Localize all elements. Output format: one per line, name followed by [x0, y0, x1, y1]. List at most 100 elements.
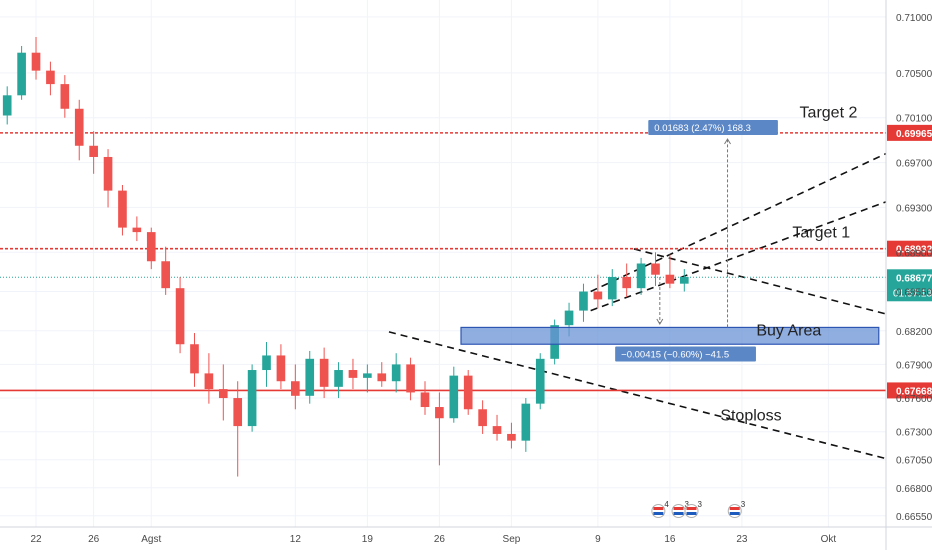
y-tick-label: 0.67600 [896, 394, 932, 405]
measure-box [615, 346, 756, 362]
x-tick-label: Sep [503, 534, 521, 545]
level-price-label: 0.68932 [896, 245, 932, 256]
candle-body [334, 370, 343, 387]
y-tick-label: 0.68200 [896, 327, 932, 338]
candle-body [146, 232, 156, 262]
plot-area [0, 0, 886, 527]
annotation-text[interactable]: Target 2 [800, 105, 858, 122]
current-price-label: 0.68677 [896, 273, 932, 284]
trendline[interactable] [388, 331, 887, 460]
measure-label: −0.00415 (−0.60%) −41.5 [621, 349, 729, 360]
overlays[interactable]: 0.01683 (2.47%) 168.3 −0.00415 (−0.60%) −… [460, 105, 880, 518]
buy-area-zone[interactable] [460, 326, 880, 345]
y-tick-label: 0.66800 [896, 484, 932, 495]
x-tick-label: 16 [664, 534, 676, 545]
candle-body [492, 426, 502, 434]
candle-body [593, 291, 603, 300]
candle-body [391, 364, 401, 382]
x-tick-label: 26 [88, 534, 100, 545]
candle-body [679, 276, 689, 284]
candle-body [564, 310, 574, 326]
candle-body [449, 375, 459, 419]
current-price-tag [887, 269, 932, 302]
y-tick-label: 0.69300 [896, 203, 932, 214]
level-price-label: 0.67668 [896, 386, 932, 397]
y-tick-label: 0.70500 [896, 69, 932, 80]
x-tick-label: Agst [141, 534, 161, 545]
event-flag-icon[interactable] [671, 504, 686, 518]
event-flag-icon[interactable] [727, 504, 742, 518]
annotation-text[interactable]: Stoploss [720, 407, 781, 424]
candle-body [118, 190, 127, 228]
event-flag-icon[interactable] [684, 504, 699, 518]
candle-body [247, 370, 257, 427]
candle-body [622, 276, 632, 289]
bar-countdown-label: 01:57:13 [893, 288, 932, 299]
y-tick-label: 0.71000 [896, 13, 932, 24]
x-tick-label: 9 [595, 534, 601, 545]
annotation-text[interactable]: Buy Area [756, 322, 821, 339]
candle-body [651, 263, 660, 275]
candle-body [507, 433, 516, 441]
candle-body [305, 358, 315, 396]
candle-body [218, 389, 228, 399]
event-flag-stripe [686, 507, 697, 510]
candle-body [363, 373, 372, 378]
x-tick-label: 19 [362, 534, 374, 545]
y-tick-label: 0.67050 [896, 456, 932, 467]
candle-body [377, 373, 387, 382]
candle-body [665, 274, 675, 284]
event-flag-icon[interactable] [651, 504, 666, 518]
candle-body [262, 355, 271, 371]
level-price-tag [887, 240, 932, 257]
y-tick-label: 0.67300 [896, 428, 932, 439]
event-flag-stripe [653, 512, 664, 515]
candle-body [521, 403, 531, 441]
candle-body [161, 261, 170, 289]
event-flag-stripe [653, 507, 664, 510]
candle-body [348, 370, 358, 378]
y-tick-label: 0.69700 [896, 159, 932, 170]
x-tick-label: 26 [434, 534, 446, 545]
event-badge-count: 3 [698, 500, 703, 509]
trendline[interactable] [633, 248, 887, 315]
candle-body [2, 95, 12, 116]
candle-body [636, 263, 646, 289]
level-price-label: 0.69965 [896, 129, 932, 140]
candle-body [406, 364, 415, 393]
x-tick-label: 23 [736, 534, 748, 545]
measure-arrowhead [656, 318, 664, 326]
event-badge-count: 3 [685, 500, 690, 509]
candle-body [478, 409, 487, 427]
candle-body [175, 288, 185, 345]
candle-body [607, 276, 617, 300]
grid [0, 0, 886, 527]
candle-body [420, 392, 430, 408]
level-price-tag [887, 124, 932, 141]
annotation-text[interactable]: Target 1 [792, 225, 850, 242]
x-tick-label: 12 [290, 534, 302, 545]
trendline[interactable] [590, 201, 887, 312]
candle-body [60, 84, 70, 109]
candle-body [535, 358, 545, 404]
candle-body [435, 407, 444, 419]
candle-body [74, 108, 84, 146]
event-badge-count: 3 [741, 500, 746, 509]
y-tick-label: 0.67900 [896, 360, 932, 371]
event-flag-stripe [673, 512, 684, 515]
candle-body [31, 52, 41, 71]
event-flag-stripe [686, 512, 697, 515]
candle-body [291, 381, 300, 396]
measure-box [648, 119, 778, 135]
y-tick-label: 0.68550 [896, 288, 932, 299]
x-tick-label: 22 [30, 534, 42, 545]
candle-body [463, 375, 473, 410]
candle-body [204, 373, 214, 390]
y-tick-label: 0.70100 [896, 114, 932, 125]
y-tick-label: 0.68900 [896, 248, 932, 259]
measure-arrowhead [724, 138, 731, 145]
candle-body [132, 227, 142, 233]
